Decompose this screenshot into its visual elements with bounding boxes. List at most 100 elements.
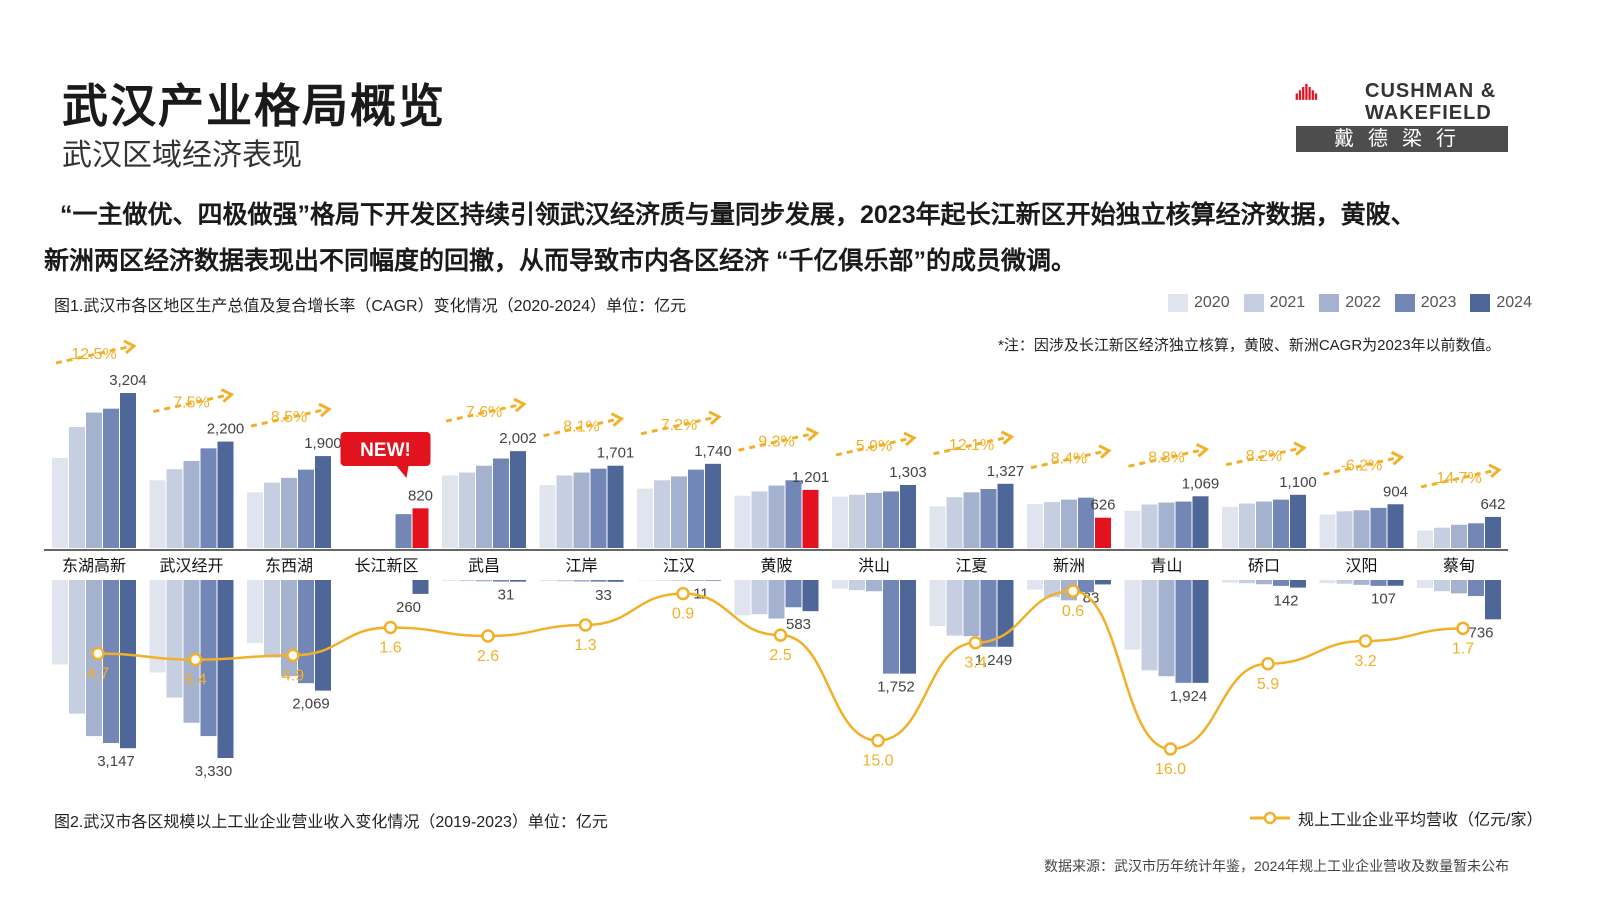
revenue-bar [900, 580, 916, 674]
gdp-bar [866, 492, 882, 548]
revenue-value-label: 260 [396, 599, 421, 616]
headline-line2: 新洲两区经济数据表现出不同幅度的回撤，从而导致市内各区经济 “千亿俱乐部”的成员… [44, 247, 1076, 275]
revenue-bar [1158, 580, 1175, 677]
figure1-title: 图1.武汉市各区地区生产总值及复合增长率（CAGR）变化情况（2020-2024… [54, 298, 687, 315]
revenue-bar [734, 580, 751, 616]
legend-swatch [1470, 294, 1491, 312]
cagr-arrow-head [1195, 442, 1210, 458]
gdp-bar [510, 451, 526, 548]
cagr-arrow-head [1000, 430, 1015, 445]
gdp-value-label: 820 [408, 487, 433, 504]
gdp-bar [1387, 504, 1404, 548]
avg-revenue-point [286, 648, 300, 663]
revenue-bar [1124, 580, 1141, 650]
cagr-arrow-head [1390, 450, 1405, 466]
legend-swatch [1394, 294, 1415, 312]
category-label: 黄陂 [760, 557, 792, 575]
category-label: 新洲 [1053, 557, 1085, 575]
gdp-value-label: 1,069 [1182, 475, 1220, 492]
avg-revenue-point [188, 652, 203, 667]
cagr-label: 8.4% [1051, 451, 1087, 468]
gdp-bar [281, 477, 297, 548]
cagr-arrow-line [1128, 448, 1201, 468]
cagr-arrow-head [610, 412, 625, 427]
revenue-bar [946, 580, 963, 636]
revenue-bar [69, 580, 85, 714]
revenue-bar [556, 580, 573, 582]
gdp-value-label: 1,100 [1279, 474, 1317, 491]
cagr-label: 8.2% [1246, 448, 1282, 465]
revenue-bar [1078, 580, 1094, 593]
gdp-bar [688, 469, 704, 548]
avg-revenue-label: 0.9 [672, 606, 694, 623]
avg-revenue-point [383, 620, 398, 635]
gdp-bar [734, 495, 751, 548]
revenue-bar [1192, 580, 1209, 683]
gdp-bar [539, 485, 556, 548]
cagr-arrow-line [933, 436, 1006, 456]
gdp-bar [103, 408, 119, 548]
revenue-bar [298, 580, 314, 684]
gdp-bar [1044, 502, 1060, 548]
cagr-label: 8.5% [271, 409, 307, 426]
avg-revenue-label: 1.7 [1452, 640, 1474, 657]
gdp-value-label: 904 [1383, 483, 1408, 500]
avg-revenue-point [968, 635, 983, 650]
revenue-bar [1222, 580, 1238, 583]
cagr-arrow-head [220, 388, 235, 403]
gdp-bar [1336, 511, 1353, 548]
cagr-arrow-head [903, 431, 917, 447]
logo-line2: WAKEFIELD [1365, 102, 1492, 124]
avg-revenue-label: 16.0 [1155, 761, 1186, 778]
gdp-bar [1353, 510, 1370, 548]
gdp-bar [1290, 494, 1306, 548]
gdp-bar [1434, 527, 1450, 548]
cagr-arrow-line [543, 418, 616, 438]
revenue-bar [103, 580, 119, 744]
cagr-arrow-line [835, 437, 909, 457]
data-source: 数据来源：武汉市历年统计年鉴，2024年规上工业企业营收及数量暂未公布 [1044, 858, 1510, 874]
gdp-bar [900, 484, 916, 548]
gdp-bar [590, 468, 607, 548]
gdp-value-label: 1,303 [889, 464, 927, 481]
gdp-bar [637, 488, 653, 548]
legend-label: 2024 [1496, 294, 1532, 311]
legend-swatch [1243, 294, 1264, 312]
gdp-value-label: 2,002 [499, 430, 537, 447]
gdp-bar [1417, 530, 1433, 548]
gdp-value-label: 626 [1090, 497, 1115, 514]
gdp-bar [654, 480, 670, 548]
gdp-bar [1485, 516, 1501, 548]
gdp-bar [1468, 523, 1484, 548]
gdp-bar [442, 475, 458, 548]
revenue-bar [200, 580, 217, 737]
revenue-bar [442, 580, 458, 581]
cagr-arrow-line [250, 408, 324, 428]
avg-revenue-point [871, 733, 885, 748]
revenue-bar [493, 580, 509, 582]
cagr-label: -6.2% [1341, 457, 1383, 474]
gdp-bar [1061, 499, 1077, 548]
category-label: 东西湖 [265, 557, 313, 575]
cagr-label: 7.2% [661, 417, 697, 434]
gdp-bar [768, 485, 785, 548]
revenue-bar [1468, 580, 1484, 597]
gdp-bar [1141, 504, 1158, 548]
revenue-value-label: 736 [1468, 624, 1493, 641]
category-label: 江汉 [663, 557, 695, 575]
gdp-bar [832, 496, 848, 548]
cagr-label: 9.3% [758, 433, 794, 450]
avg-revenue-label: 1.3 [574, 637, 596, 654]
revenue-value-label: 83 [1083, 589, 1100, 606]
category-label: 长江新区 [354, 557, 418, 575]
revenue-bar [573, 580, 590, 582]
page-subtitle: 武汉区域经济表现 [62, 139, 302, 172]
new-badge [340, 432, 431, 466]
revenue-bar [476, 580, 492, 582]
legend-item: 2020 [1168, 294, 1230, 312]
gdp-value-label: 1,701 [597, 445, 635, 462]
revenue-bar [217, 580, 234, 758]
revenue-bar [929, 580, 946, 626]
cagr-arrow-line [1225, 447, 1299, 467]
revenue-bar [751, 580, 768, 615]
